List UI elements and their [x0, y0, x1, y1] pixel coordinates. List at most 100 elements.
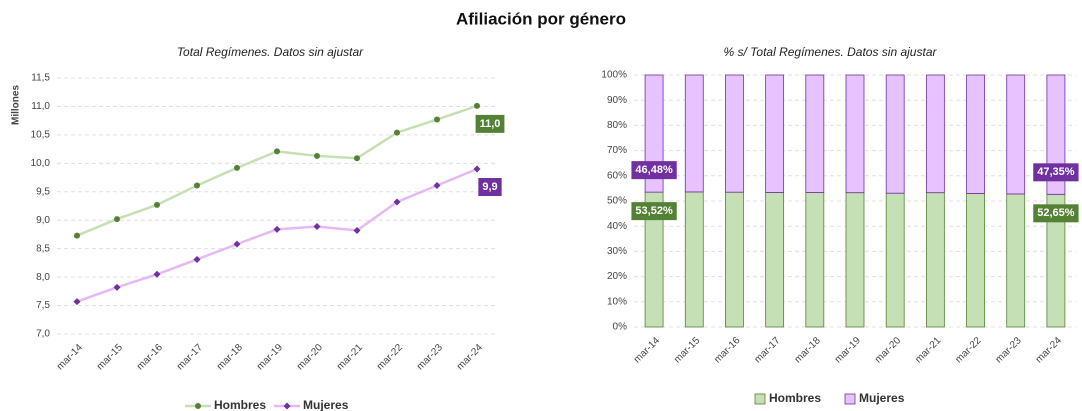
x-tick-label: mar-14	[632, 335, 662, 365]
marker	[354, 155, 360, 162]
legend-label: Mujeres	[859, 391, 905, 405]
y-tick-label: 0%	[613, 322, 628, 333]
legend-label: Hombres	[769, 391, 821, 405]
y-tick-label: 80%	[607, 120, 627, 131]
bar-segment	[725, 191, 744, 328]
y-tick-label: 60%	[607, 170, 627, 181]
marker	[474, 102, 480, 109]
marker	[314, 152, 320, 159]
x-tick-label: mar-15	[95, 342, 125, 372]
data-label-box	[631, 161, 677, 180]
x-tick-label: mar-15	[672, 335, 702, 365]
legend: Hombres Mujeres	[185, 398, 349, 411]
marker	[234, 164, 240, 171]
y-tick-label: 50%	[607, 196, 627, 207]
bar-segment	[805, 74, 825, 193]
bar-segment	[845, 74, 865, 194]
marker	[274, 148, 280, 155]
x-tick-label: mar-16	[135, 342, 165, 372]
series-line	[76, 104, 478, 237]
marker	[73, 298, 81, 306]
x-tick-label: mar-14	[55, 342, 85, 372]
bar-segment	[845, 192, 865, 328]
x-tick-label: mar-24	[455, 342, 485, 372]
bar-segment	[966, 74, 985, 194]
bar-segment	[765, 192, 785, 328]
legend: Hombres Mujeres	[754, 391, 905, 405]
data-label: 46,48%	[635, 164, 673, 176]
marker	[113, 283, 121, 291]
marker	[433, 182, 441, 190]
data-label-box	[631, 202, 677, 221]
bar-segment	[805, 192, 825, 328]
y-tick-label: 20%	[607, 271, 627, 282]
marker	[153, 270, 161, 278]
legend-marker	[283, 402, 291, 410]
legend-label: Hombres	[214, 398, 266, 411]
y-tick-label: 30%	[607, 246, 627, 257]
y-tick-label: 10,5	[31, 130, 51, 141]
y-tick-label: 70%	[607, 145, 627, 156]
chart-subtitle: % s/ Total Regímenes. Datos sin ajustar	[724, 45, 938, 59]
x-tick-label: mar-22	[953, 335, 983, 365]
y-tick-label: 100%	[601, 70, 627, 81]
x-tick-label: mar-22	[375, 342, 405, 372]
series-line	[76, 167, 478, 303]
bar-segment	[1006, 74, 1026, 195]
x-tick-label: mar-21	[913, 335, 943, 365]
y-tick-label: 40%	[607, 221, 627, 232]
x-tick-label: mar-19	[833, 335, 863, 365]
y-tick-label: 8,0	[36, 272, 50, 283]
x-tick-label: mar-23	[415, 342, 445, 372]
y-tick-label: 9,0	[36, 215, 50, 226]
data-label-box	[1033, 204, 1079, 223]
legend-label: Mujeres	[303, 398, 349, 411]
legend-swatch	[754, 393, 766, 405]
marker	[394, 129, 400, 136]
page-title: Afiliación por género	[456, 9, 626, 28]
x-tick-label: mar-18	[215, 342, 245, 372]
y-tick-label: 10%	[607, 296, 627, 307]
marker	[473, 165, 481, 173]
y-tick-label: 10,0	[31, 158, 51, 169]
marker	[434, 116, 440, 123]
y-tick-label: 90%	[607, 95, 627, 106]
y-tick-label: 7,0	[36, 329, 50, 340]
marker	[194, 182, 200, 189]
y-axis-label: Millones	[11, 85, 22, 125]
data-label-box	[478, 178, 502, 197]
x-tick-label: mar-18	[793, 335, 823, 365]
x-tick-label: mar-20	[873, 335, 903, 365]
bar-segment	[725, 74, 744, 193]
bar-segment	[925, 74, 945, 194]
y-tick-label: 8,5	[36, 243, 50, 254]
marker	[233, 240, 241, 248]
y-tick-label: 7,5	[36, 300, 50, 311]
data-label: 53,52%	[635, 205, 673, 217]
data-label: 47,35%	[1037, 166, 1075, 178]
bar-segment	[765, 74, 785, 193]
marker	[353, 226, 361, 234]
x-tick-label: mar-23	[994, 335, 1024, 365]
marker	[74, 232, 80, 239]
bar-segment	[925, 192, 945, 328]
x-tick-label: mar-17	[752, 335, 782, 365]
y-tick-label: 11,0	[31, 101, 50, 112]
bar-segment	[684, 191, 704, 328]
data-label-box	[475, 114, 505, 133]
bar-segment	[885, 74, 905, 194]
x-tick-label: mar-24	[1034, 335, 1064, 365]
data-label-box	[1033, 163, 1079, 182]
bar-segment	[966, 193, 985, 328]
x-tick-label: mar-16	[712, 335, 742, 365]
y-tick-label: 9,5	[36, 186, 50, 197]
marker	[193, 255, 201, 263]
data-label: 11,0	[480, 118, 501, 130]
marker	[393, 198, 401, 206]
data-label: 52,65%	[1037, 207, 1075, 219]
bar-segment	[1006, 193, 1026, 328]
x-tick-label: mar-21	[335, 342, 365, 372]
legend-marker	[195, 403, 201, 409]
bar-segment	[885, 192, 905, 328]
